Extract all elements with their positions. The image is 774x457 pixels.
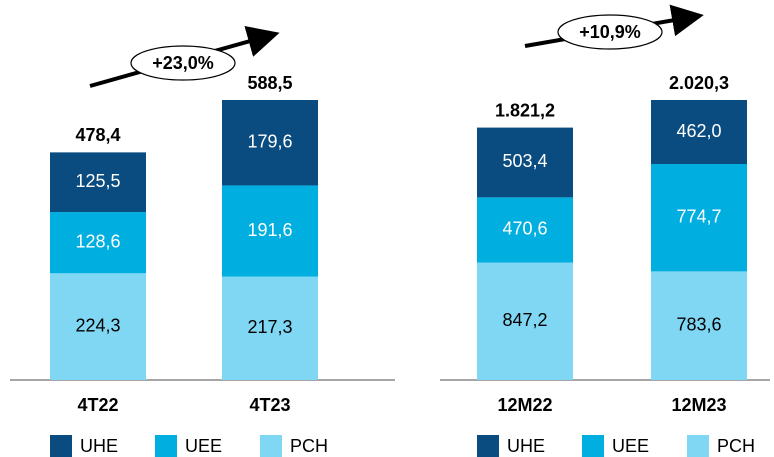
segment-label: 125,5 <box>75 171 120 191</box>
legend-label: PCH <box>290 436 328 456</box>
legend-label: UHE <box>80 436 118 456</box>
segment-label: 783,6 <box>676 314 721 334</box>
bar-segment <box>50 152 146 213</box>
bar-segment <box>477 127 573 198</box>
legend-swatch <box>155 435 177 457</box>
total-label: 588,5 <box>247 73 292 93</box>
legend-label: UEE <box>185 436 222 456</box>
legend-swatch <box>50 435 72 457</box>
segment-label: 847,2 <box>502 310 547 330</box>
bar-segment <box>222 185 318 277</box>
bar-segment <box>477 262 573 380</box>
annotation-bubble <box>130 45 236 81</box>
legend-swatch <box>477 435 499 457</box>
bar-segment <box>50 273 146 380</box>
segment-label: 224,3 <box>75 315 120 335</box>
total-label: 478,4 <box>75 125 120 145</box>
category-label: 12M22 <box>497 395 552 415</box>
legend-label: PCH <box>717 436 755 456</box>
legend-swatch <box>260 435 282 457</box>
bar-segment <box>651 164 747 272</box>
segment-label: 128,6 <box>75 231 120 251</box>
legend-label: UEE <box>612 436 649 456</box>
segment-label: 774,7 <box>676 206 721 226</box>
segment-label: 179,6 <box>247 131 292 151</box>
total-label: 2.020,3 <box>669 73 729 93</box>
bar-segment <box>50 212 146 274</box>
category-label: 12M23 <box>671 395 726 415</box>
bar-segment <box>222 276 318 380</box>
segment-label: 470,6 <box>502 219 547 239</box>
bar-segment <box>222 100 318 186</box>
annotation: +23,0% <box>152 53 214 73</box>
segment-label: 503,4 <box>502 151 547 171</box>
legend-swatch <box>687 435 709 457</box>
annotation: +10,9% <box>579 22 641 42</box>
category-label: 4T23 <box>249 395 290 415</box>
legend-swatch <box>582 435 604 457</box>
annotation-bubble <box>557 14 663 50</box>
segment-label: 462,0 <box>676 121 721 141</box>
bar-segment <box>651 271 747 380</box>
legend-label: UHE <box>507 436 545 456</box>
bar-segment <box>651 100 747 165</box>
segment-label: 191,6 <box>247 220 292 240</box>
category-label: 4T22 <box>77 395 118 415</box>
total-label: 1.821,2 <box>495 100 555 120</box>
segment-label: 217,3 <box>247 317 292 337</box>
bar-segment <box>477 197 573 263</box>
